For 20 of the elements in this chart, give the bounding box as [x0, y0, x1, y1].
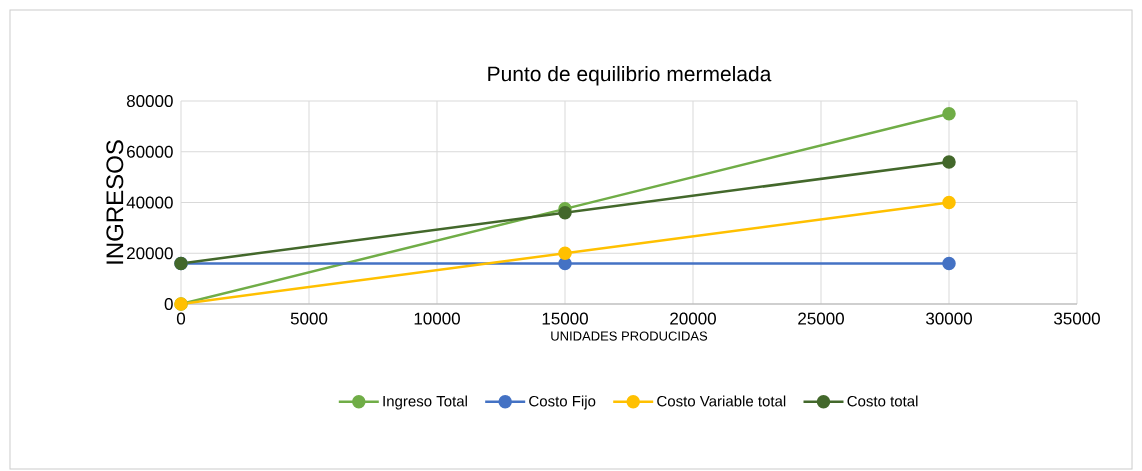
- legend-label: Ingreso Total: [383, 395, 467, 410]
- x-tick-label: 0: [176, 312, 186, 325]
- x-axis-title: UNIDADES PRODUCIDAS: [551, 331, 708, 341]
- legend-label: Costo total: [847, 395, 918, 407]
- y-tick-label: 0: [164, 297, 173, 311]
- y-axis-title: INGRESOS: [106, 140, 124, 264]
- x-tick-label: 35000: [1054, 312, 1100, 325]
- x-tick-label: 5000: [290, 312, 328, 325]
- legend-label: Costo Fijo: [529, 395, 596, 410]
- x-tick-label: 25000: [798, 312, 844, 325]
- y-tick-label: 60000: [127, 145, 173, 158]
- x-tick-label: 15000: [542, 312, 588, 325]
- x-tick-label: 30000: [926, 312, 972, 325]
- y-tick-label: 20000: [127, 247, 173, 260]
- y-tick-label: 80000: [126, 94, 173, 108]
- y-tick-label: 40000: [126, 196, 173, 209]
- x-tick-label: 10000: [414, 312, 460, 325]
- legend-label: Costo Variable total: [657, 395, 786, 407]
- x-tick-label: 20000: [670, 312, 716, 325]
- chart-title: Punto de equilibrio mermelada: [488, 65, 772, 86]
